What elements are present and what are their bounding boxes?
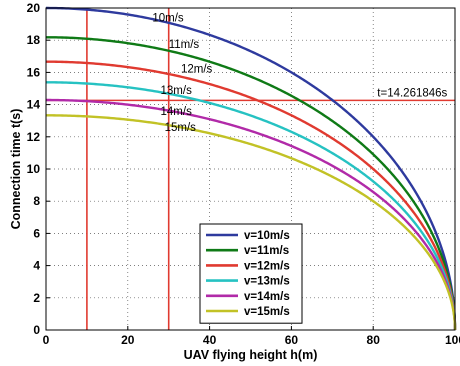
- series-line-11: [45, 36, 457, 330]
- legend-entry-12: v=12m/s: [244, 260, 290, 272]
- series-line-15: [45, 114, 457, 330]
- x-tick-label: 80: [367, 333, 381, 347]
- series-label-11: 11m/s: [169, 39, 200, 51]
- series-label-12: 12m/s: [181, 63, 213, 75]
- legend-box: [199, 223, 303, 324]
- y-tick-label: 6: [33, 226, 40, 240]
- y-axis-label: Connection time t(s): [9, 109, 23, 230]
- x-tick-label: 40: [203, 333, 217, 347]
- y-tick-label: 0: [33, 323, 40, 337]
- axes: [45, 7, 456, 331]
- series-label-13: 13m/s: [161, 85, 193, 97]
- series-label-14: 14m/s: [161, 106, 193, 118]
- series-line-12: [46, 60, 457, 330]
- y-tick-label: 14: [27, 98, 41, 112]
- y-tick-label: 16: [27, 65, 41, 79]
- series-line-13: [46, 81, 457, 330]
- series-line-10: [46, 6, 457, 330]
- reference-lines: [46, 8, 455, 330]
- legend-entry-13: v=13m/s: [244, 276, 290, 288]
- x-tick-label: 100: [445, 333, 460, 347]
- series-label-10: 10m/s: [152, 13, 184, 25]
- series-label-15: 15m/s: [165, 122, 197, 134]
- x-tick-label: 0: [43, 333, 50, 347]
- y-tick-label: 10: [27, 162, 41, 176]
- legend-entry-11: v=11m/s: [244, 245, 289, 257]
- tick-labels: 0 20 40 60 80 100 0 2 4 6 8 10 12 14 16 18 20: [27, 1, 460, 347]
- legend: v=10m/s v=11m/s v=12m/s v=13m/s v=14m/s v=15m…: [199, 223, 303, 324]
- y-tick-label: 12: [27, 130, 41, 144]
- y-tick-label: 8: [33, 194, 40, 208]
- legend-entry-14: v=14m/s: [244, 291, 290, 303]
- x-tick-label: 20: [121, 333, 135, 347]
- y-tick-label: 2: [33, 291, 40, 305]
- series-line-14: [46, 98, 457, 330]
- legend-entry-10: v=10m/s: [244, 230, 290, 242]
- legend-entry-15: v=15m/s: [244, 306, 290, 318]
- y-tick-label: 18: [27, 33, 41, 47]
- series-curves: [45, 6, 457, 330]
- x-axis-label: UAV flying height h(m): [184, 348, 318, 362]
- reference-line-label: t=14.261846s: [377, 87, 447, 99]
- y-tick-label: 20: [27, 1, 41, 15]
- x-tick-label: 60: [285, 333, 299, 347]
- y-tick-label: 4: [33, 259, 40, 273]
- series-labels: 10m/s 11m/s 12m/s 13m/s 14m/s 15m/s: [152, 13, 212, 134]
